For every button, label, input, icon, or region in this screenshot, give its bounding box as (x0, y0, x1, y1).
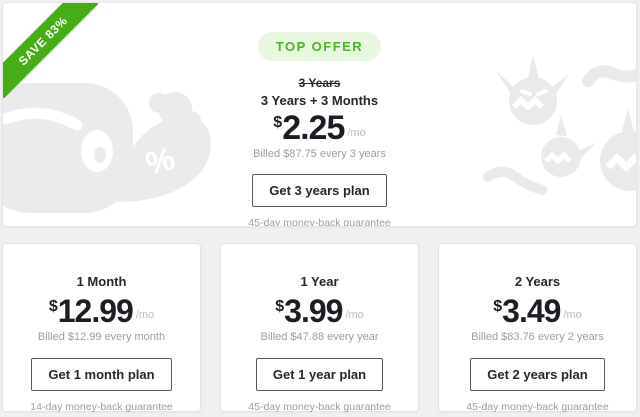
price-amount: 2.25 (282, 109, 345, 147)
per-month-label: /mo (135, 309, 155, 321)
billing-info: Billed $83.76 every 2 years (471, 331, 604, 343)
kraken-muscle-icon: % (3, 83, 211, 213)
plan-card-1-year: 1 Year $ 3.99 /mo Billed $47.88 every ye… (220, 243, 419, 413)
per-month-label: /mo (347, 127, 366, 139)
plan-card-2-years: 2 Years $ 3.49 /mo Billed $83.76 every 2… (438, 243, 637, 413)
save-ribbon-band: SAVE 83% (3, 3, 98, 98)
price-amount: 3.49 (502, 293, 561, 329)
price: $ 3.49 /mo (439, 294, 636, 328)
get-3-years-plan-button[interactable]: Get 3 years plan (252, 174, 387, 207)
price: $ 3.99 /mo (221, 294, 418, 328)
price-amount: 3.99 (284, 293, 343, 329)
guarantee-text: 14-day money-back guarantee (30, 401, 173, 413)
currency-symbol: $ (493, 298, 503, 315)
plan-name: 1 Year (300, 274, 339, 289)
currency-symbol: $ (273, 114, 283, 131)
save-ribbon: SAVE 83% (3, 3, 98, 98)
plan-card-1-month: 1 Month $ 12.99 /mo Billed $12.99 every … (2, 243, 201, 413)
billing-info: Billed $47.88 every year (260, 331, 379, 343)
billing-info: Billed $12.99 every month (37, 331, 166, 343)
get-2-years-plan-button[interactable]: Get 2 years plan (470, 358, 605, 391)
plan-name: 3 Years + 3 Months (260, 93, 379, 108)
get-1-month-plan-button[interactable]: Get 1 month plan (31, 358, 172, 391)
guarantee-text: 45-day money-back guarantee (248, 401, 391, 413)
get-1-year-plan-button[interactable]: Get 1 year plan (255, 358, 384, 391)
price: $ 12.99 /mo (3, 294, 200, 328)
plan-name: 1 Month (76, 274, 127, 289)
top-offer-badge: TOP OFFER (257, 32, 382, 61)
currency-symbol: $ (275, 298, 285, 315)
guarantee-text: 45-day money-back guarantee (466, 401, 609, 413)
currency-symbol: $ (48, 298, 58, 315)
billing-info: Billed $87.75 every 3 years (253, 148, 386, 160)
plans-row: 1 Month $ 12.99 /mo Billed $12.99 every … (2, 243, 637, 413)
save-ribbon-label: SAVE 83% (15, 13, 71, 69)
per-month-label: /mo (563, 309, 582, 321)
top-offer-card: SAVE 83% % TOP OFFER 3 Years (2, 2, 637, 227)
price-amount: 12.99 (57, 293, 134, 329)
virus-monsters-icon (483, 57, 636, 195)
guarantee-text: 45-day money-back guarantee (248, 217, 391, 227)
price: $ 2.25 /mo (3, 110, 636, 146)
per-month-label: /mo (345, 309, 364, 321)
old-plan-name: 3 Years (298, 76, 341, 90)
plan-name: 2 Years (514, 274, 561, 289)
